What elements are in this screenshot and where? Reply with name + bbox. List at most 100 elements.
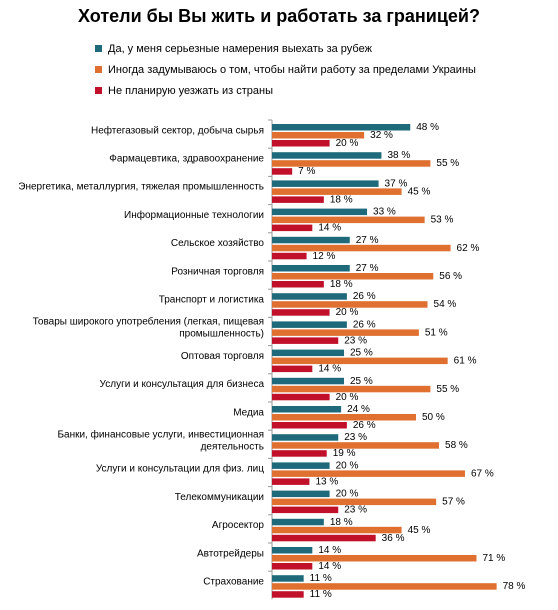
bar bbox=[272, 265, 350, 272]
category-label: Услуги и консультации для физ. лиц bbox=[96, 463, 264, 475]
category-label: Оптовая торговля bbox=[181, 351, 264, 362]
bar bbox=[272, 498, 437, 506]
data-label: 20 % bbox=[336, 489, 359, 500]
category-label: Розничная торговля bbox=[171, 266, 264, 277]
bar bbox=[272, 301, 428, 308]
data-label: 24 % bbox=[347, 404, 370, 415]
bar bbox=[272, 534, 376, 542]
legend-label: Да, у меня серьезные намерения выехать з… bbox=[108, 42, 372, 55]
bar bbox=[272, 470, 465, 477]
category-label: Фармацевтика, здравоохранение bbox=[109, 153, 264, 164]
bar bbox=[272, 575, 304, 582]
data-label: 55 % bbox=[436, 384, 459, 395]
data-label: 54 % bbox=[434, 299, 457, 310]
data-label: 38 % bbox=[387, 150, 410, 161]
bar bbox=[272, 321, 347, 328]
data-label: 50 % bbox=[422, 412, 445, 423]
category-label: Товары широкого употребления (легкая, пи… bbox=[33, 316, 264, 328]
category-label: Агросектор bbox=[212, 520, 265, 531]
data-label: 26 % bbox=[353, 319, 376, 330]
data-label: 37 % bbox=[385, 178, 408, 189]
data-label: 14 % bbox=[318, 545, 341, 556]
data-label: 23 % bbox=[344, 505, 367, 516]
data-label: 27 % bbox=[356, 235, 379, 246]
bar bbox=[272, 188, 402, 195]
legend-swatch bbox=[95, 45, 102, 52]
data-label: 13 % bbox=[315, 476, 338, 487]
bar bbox=[272, 365, 313, 373]
data-label: 25 % bbox=[350, 348, 373, 359]
bar bbox=[272, 180, 379, 187]
data-label: 20 % bbox=[336, 392, 359, 403]
category-label: Медиа bbox=[233, 407, 264, 418]
bar bbox=[272, 329, 419, 336]
bar bbox=[272, 490, 330, 498]
bar bbox=[272, 224, 313, 232]
category-label: промышленность) bbox=[179, 329, 264, 340]
category-label: Телекоммуникации bbox=[175, 492, 264, 503]
bar bbox=[272, 591, 304, 598]
data-label: 67 % bbox=[471, 468, 494, 479]
data-label: 57 % bbox=[442, 497, 465, 508]
legend-item-yes: Да, у меня серьезные намерения выехать з… bbox=[95, 38, 476, 59]
bar bbox=[272, 208, 368, 216]
bar bbox=[272, 216, 425, 224]
bar bbox=[272, 252, 307, 260]
data-label: 20 % bbox=[336, 138, 359, 149]
data-label: 32 % bbox=[370, 130, 393, 141]
data-label: 18 % bbox=[330, 517, 353, 528]
bar bbox=[272, 124, 411, 131]
bar bbox=[272, 293, 347, 300]
category-label: Автотрейдеры bbox=[197, 548, 264, 559]
legend-label: Не планирую уезжать из страны bbox=[108, 84, 273, 97]
data-label: 61 % bbox=[454, 356, 477, 367]
legend-swatch bbox=[95, 66, 102, 73]
data-label: 18 % bbox=[330, 194, 353, 205]
category-label: Энергетика, металлургия, тяжелая промышл… bbox=[18, 182, 264, 193]
legend: Да, у меня серьезные намерения выехать з… bbox=[95, 38, 476, 101]
bar bbox=[272, 393, 330, 401]
bar bbox=[272, 434, 339, 441]
bar bbox=[272, 132, 365, 139]
data-label: 11 % bbox=[310, 589, 332, 600]
bar bbox=[272, 196, 324, 203]
bar bbox=[272, 273, 434, 280]
legend-item-no: Не планирую уезжать из страны bbox=[95, 80, 476, 101]
data-label: 18 % bbox=[330, 279, 353, 290]
bar bbox=[272, 547, 313, 554]
legend-swatch bbox=[95, 87, 102, 94]
data-label: 25 % bbox=[350, 376, 373, 387]
data-label: 12 % bbox=[313, 251, 336, 262]
bar bbox=[272, 422, 347, 429]
data-label: 20 % bbox=[336, 460, 359, 471]
data-label: 11 % bbox=[310, 573, 332, 584]
data-label: 23 % bbox=[344, 432, 367, 443]
bar bbox=[272, 309, 330, 316]
data-label: 55 % bbox=[436, 158, 459, 169]
data-label: 26 % bbox=[353, 420, 376, 431]
data-label: 78 % bbox=[503, 581, 526, 592]
bar bbox=[272, 357, 448, 365]
bar bbox=[272, 526, 402, 534]
category-label: Страхование bbox=[203, 576, 264, 587]
category-label: Транспорт и логистика bbox=[159, 294, 265, 305]
bar bbox=[272, 140, 330, 147]
bar bbox=[272, 450, 327, 457]
bar bbox=[272, 555, 477, 562]
data-label: 23 % bbox=[344, 335, 367, 346]
data-label: 51 % bbox=[425, 327, 448, 338]
data-label: 48 % bbox=[416, 122, 439, 133]
data-label: 26 % bbox=[353, 291, 376, 302]
data-label: 7 % bbox=[298, 166, 315, 177]
category-label: Банки, финансовые услуги, инвестиционная bbox=[57, 428, 264, 440]
data-label: 36 % bbox=[382, 533, 405, 544]
data-label: 14 % bbox=[318, 223, 341, 234]
data-label: 27 % bbox=[356, 263, 379, 274]
bar bbox=[272, 385, 431, 393]
bar bbox=[272, 414, 416, 421]
bar bbox=[272, 281, 324, 288]
data-label: 56 % bbox=[439, 271, 462, 282]
bar bbox=[272, 160, 431, 167]
bar bbox=[272, 442, 440, 449]
